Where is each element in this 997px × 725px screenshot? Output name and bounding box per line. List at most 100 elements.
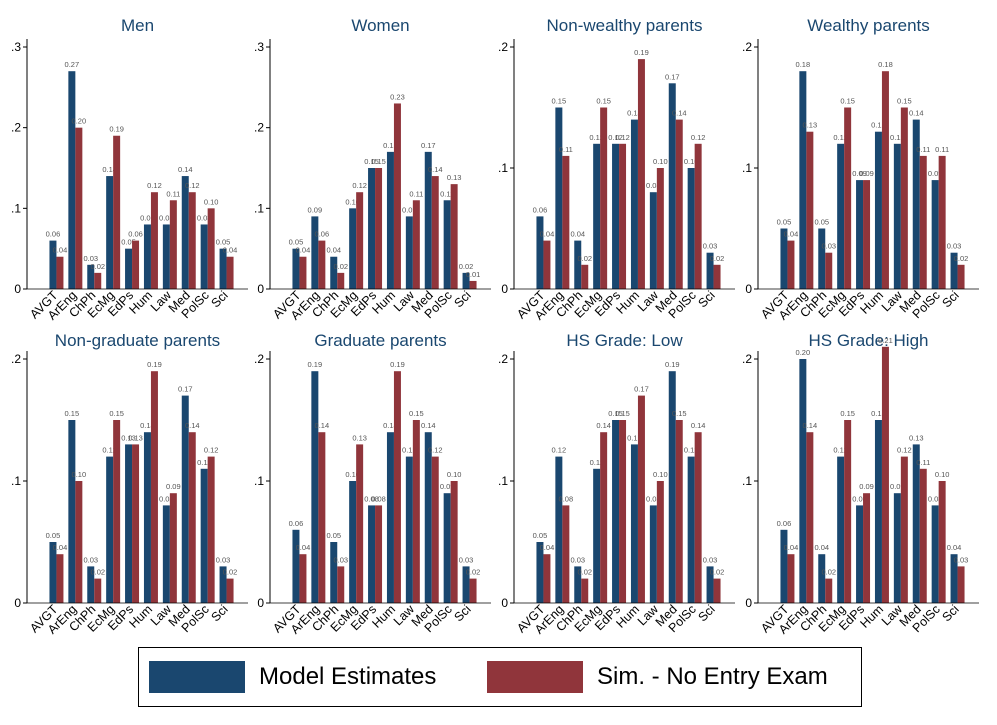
bar-value-label: 0.05 [814, 218, 829, 227]
y-tick-label: .2 [254, 352, 264, 366]
bar-value-label: 0.02 [466, 568, 481, 577]
bar-value-label: 0.06 [128, 230, 143, 239]
bar-model [200, 224, 208, 289]
bar-model [424, 432, 432, 603]
bar-sim [881, 71, 889, 289]
bar-value-label: 0.19 [308, 360, 323, 369]
bar-model [292, 529, 300, 603]
y-tick-label: 0 [14, 282, 21, 296]
bar-model [330, 542, 338, 603]
y-tick-label: .3 [11, 40, 21, 54]
bar-model [49, 542, 57, 603]
bar-model [424, 151, 432, 289]
bar-model [687, 456, 695, 603]
bar-value-label: 0.18 [878, 60, 893, 69]
bar-model [49, 240, 57, 289]
bar-value-label: 0.03 [83, 254, 98, 263]
bar-value-label: 0.12 [833, 446, 848, 455]
bar-value-label: 0.12 [185, 181, 200, 190]
panel-title: Non-wealthy parents [547, 16, 703, 35]
bar-model [630, 119, 638, 289]
bar-value-label: 0.08 [140, 213, 155, 222]
bar-model [349, 481, 357, 603]
bar-model [349, 208, 357, 289]
chart-panel-8: HS Grade: High0.1.20.060.04AVGT0.200.14A… [742, 331, 979, 637]
bar-value-label: 0.02 [459, 262, 474, 271]
bar-model [593, 468, 601, 603]
bar-model [536, 542, 544, 603]
bar-model [386, 432, 394, 603]
bar-value-label: 0.18 [796, 60, 811, 69]
bar-value-label: 0.08 [646, 494, 661, 503]
panel-title: Wealthy parents [807, 16, 930, 35]
bar-model [874, 420, 882, 603]
panel-title: HS Grade: High [809, 331, 929, 350]
bar-value-label: 0.14 [909, 109, 924, 118]
bar-sim [94, 578, 102, 603]
y-tick-label: .1 [254, 201, 264, 215]
bar-value-label: 0.15 [552, 97, 567, 106]
bar-model [950, 554, 958, 603]
bar-sim [113, 135, 121, 289]
bar-value-label: 0.12 [352, 181, 367, 190]
chart-panel-2: Women0.1.2.30.050.04AVGT0.090.06ArEng0.0… [254, 16, 491, 323]
bar-model [799, 359, 807, 603]
bar-sim [825, 578, 833, 603]
bar-value-label: 0.12 [428, 446, 443, 455]
bar-value-label: 0.15 [608, 409, 623, 418]
bar-sim [431, 456, 439, 603]
bar-value-label: 0.02 [223, 568, 238, 577]
bar-value-label: 0.02 [710, 254, 725, 263]
bar-model [462, 566, 470, 603]
bar-sim [337, 566, 345, 603]
bar-sim [938, 481, 946, 603]
bar-value-label: 0.15 [596, 97, 611, 106]
bar-sim [207, 456, 215, 603]
bar-value-label: 0.13 [121, 433, 136, 442]
bar-sim [150, 371, 158, 603]
bar-sim [656, 168, 664, 289]
bar-sim [600, 107, 608, 289]
bar-value-label: 0.11 [916, 458, 930, 467]
bar-value-label: 0.03 [570, 555, 585, 564]
bar-sim [787, 554, 795, 603]
bar-model [912, 444, 920, 603]
bar-value-label: 0.10 [72, 470, 87, 479]
x-category-label: Sci [451, 288, 473, 310]
bar-sim [957, 264, 965, 289]
bar-model [87, 264, 95, 289]
bar-value-label: 0.04 [53, 543, 68, 552]
bar-value-label: 0.19 [147, 360, 162, 369]
bar-sim [75, 481, 83, 603]
bar-value-label: 0.11 [166, 189, 180, 198]
bar-sim [356, 192, 364, 289]
bar-model [818, 554, 826, 603]
bar-model [181, 176, 189, 289]
bar-sim [562, 505, 570, 603]
bar-value-label: 0.05 [533, 531, 548, 540]
bar-sim [694, 143, 702, 289]
bar-model [837, 143, 845, 289]
y-tick-label: 0 [257, 596, 264, 610]
bar-value-label: 0.09 [308, 205, 323, 214]
legend: Model Estimates Sim. - No Entry Exam [138, 647, 862, 707]
bar-sim [132, 240, 140, 289]
bar-model [612, 143, 620, 289]
y-tick-label: .2 [11, 121, 21, 135]
bar-value-label: 0.11 [916, 145, 930, 154]
bar-model [574, 240, 582, 289]
bar-value-label: 0.03 [703, 555, 718, 564]
bar-value-label: 0.23 [390, 92, 405, 101]
bar-sim [900, 107, 908, 289]
bar-value-label: 0.15 [871, 409, 886, 418]
y-tick-label: .3 [254, 40, 264, 54]
bar-value-label: 0.09 [890, 482, 905, 491]
bar-value-label: 0.04 [814, 543, 829, 552]
bar-sim [226, 256, 234, 289]
y-tick-label: 0 [501, 596, 508, 610]
bar-model [912, 119, 920, 289]
bar-model [837, 456, 845, 603]
bar-value-label: 0.15 [897, 97, 912, 106]
bar-value-label: 0.03 [83, 555, 98, 564]
bar-model [368, 505, 376, 603]
